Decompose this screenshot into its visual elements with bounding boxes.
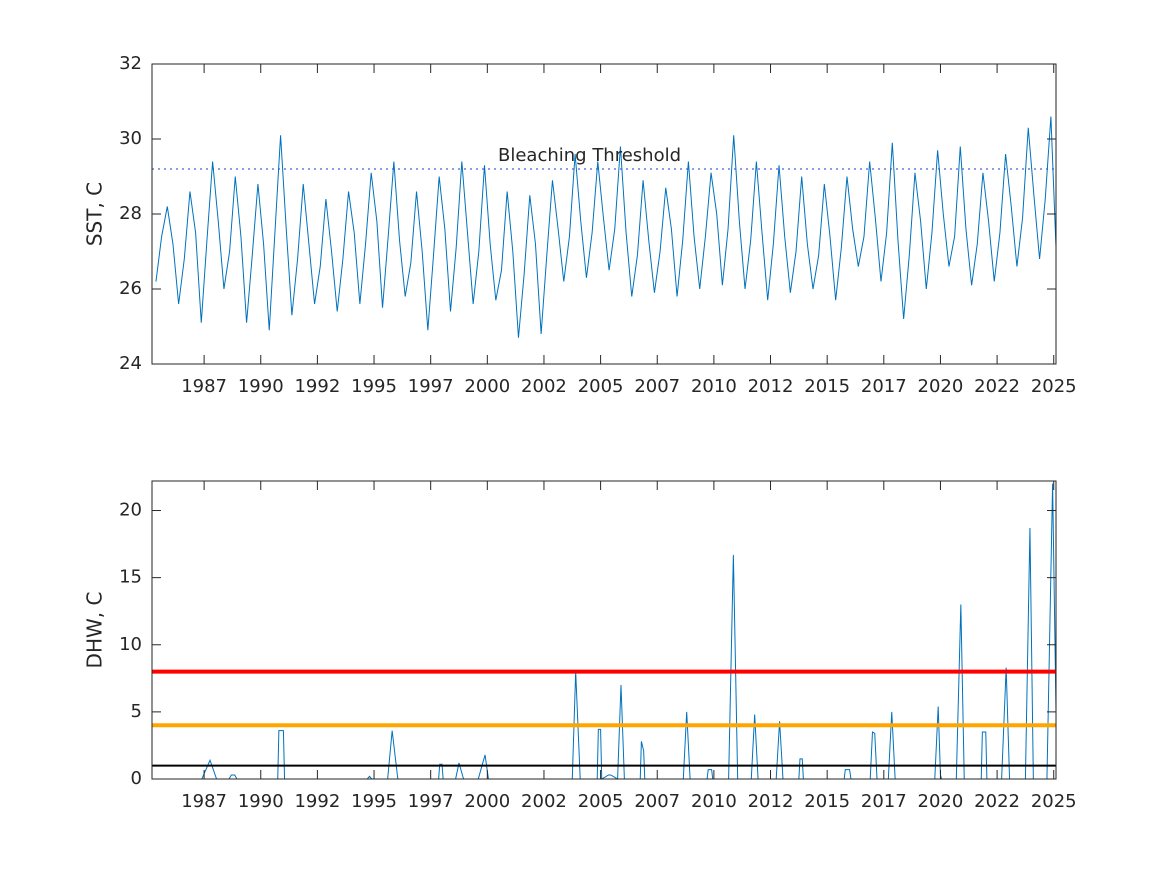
x-tick-label: 2015 — [804, 376, 850, 397]
x-tick-label: 2005 — [578, 791, 624, 812]
x-tick-label: 2005 — [578, 376, 624, 397]
x-tick-label: 1995 — [351, 791, 397, 812]
x-tick-label: 2017 — [861, 376, 907, 397]
x-tick-label: 2020 — [918, 791, 964, 812]
y-tick-label: 5 — [131, 701, 142, 722]
y-tick-label: 32 — [119, 53, 142, 74]
y-axis-label: DHW, C — [83, 592, 107, 669]
y-tick-label: 28 — [119, 203, 142, 224]
x-tick-label: 2002 — [521, 791, 567, 812]
y-tick-label: 15 — [119, 567, 142, 588]
y-tick-label: 10 — [119, 634, 142, 655]
threshold-label: Bleaching Threshold — [498, 145, 681, 166]
x-tick-label: 1987 — [181, 376, 227, 397]
x-tick-label: 2010 — [691, 791, 737, 812]
x-tick-label: 1992 — [294, 376, 340, 397]
x-tick-label: 2015 — [804, 791, 850, 812]
x-tick-label: 1997 — [408, 791, 454, 812]
axes-box — [151, 480, 1057, 780]
y-tick-label: 20 — [119, 500, 142, 521]
x-tick-label: 1990 — [238, 791, 284, 812]
x-tick-label: 1992 — [294, 791, 340, 812]
y-tick-label: 24 — [119, 353, 142, 374]
x-tick-label: 2017 — [861, 791, 907, 812]
y-tick-label: 26 — [119, 278, 142, 299]
x-tick-label: 2012 — [748, 376, 794, 397]
x-tick-label: 2007 — [634, 376, 680, 397]
x-tick-label: 2012 — [748, 791, 794, 812]
x-tick-label: 2002 — [521, 376, 567, 397]
x-tick-label: 1997 — [408, 376, 454, 397]
x-tick-label: 2000 — [464, 376, 510, 397]
data-line — [155, 116, 1057, 338]
y-tick-label: 30 — [119, 128, 142, 149]
x-tick-label: 2000 — [464, 791, 510, 812]
x-tick-label: 1990 — [238, 376, 284, 397]
y-tick-label: 0 — [131, 768, 142, 789]
y-axis-label: SST, C — [83, 182, 107, 246]
x-tick-label: 2010 — [691, 376, 737, 397]
x-tick-label: 2022 — [974, 376, 1020, 397]
x-tick-label: 2007 — [634, 791, 680, 812]
x-tick-label: 2025 — [1031, 791, 1077, 812]
x-tick-label: 1995 — [351, 376, 397, 397]
x-tick-label: 2022 — [974, 791, 1020, 812]
x-tick-label: 2020 — [918, 376, 964, 397]
x-tick-label: 2025 — [1031, 376, 1077, 397]
x-tick-label: 1987 — [181, 791, 227, 812]
